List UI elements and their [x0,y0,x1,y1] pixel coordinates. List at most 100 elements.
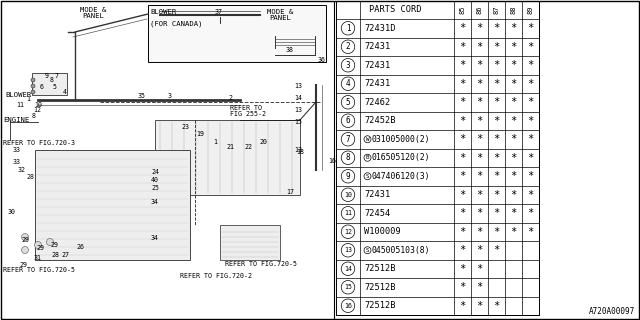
Text: *: * [476,171,483,181]
Text: *: * [527,134,534,144]
Text: *: * [493,23,500,33]
Text: 36: 36 [318,57,326,63]
Text: *: * [460,264,466,274]
Text: 12: 12 [33,107,41,113]
Text: *: * [493,227,500,237]
Text: PARTS CORD: PARTS CORD [369,5,421,14]
Text: *: * [510,190,516,200]
Text: *: * [460,245,466,255]
Bar [220,225,280,260]
Text: 9: 9 [346,172,350,181]
Text: *: * [476,264,483,274]
Text: *: * [476,227,483,237]
Text: 33: 33 [13,147,21,153]
Text: *: * [476,134,483,144]
Text: *: * [493,245,500,255]
Text: 045005103(8): 045005103(8) [372,246,431,255]
Text: *: * [476,245,483,255]
Text: (FOR CANADA): (FOR CANADA) [150,21,202,27]
Text: 1: 1 [213,139,217,145]
Circle shape [47,238,54,245]
Text: *: * [493,116,500,126]
Text: *: * [460,60,466,70]
Text: S: S [365,248,369,253]
Text: *: * [460,153,466,163]
Text: *: * [460,134,466,144]
Text: 10: 10 [34,102,42,108]
Bar [35,150,190,260]
Text: 30: 30 [8,209,16,215]
Text: 13: 13 [294,107,302,113]
Text: *: * [527,42,534,52]
Text: 72431: 72431 [364,190,390,199]
Text: 72431D: 72431D [364,24,396,33]
Text: *: * [476,79,483,89]
Bar [148,5,326,62]
Text: 72512B: 72512B [364,264,396,273]
Text: 27: 27 [61,252,69,258]
Text: 72452B: 72452B [364,116,396,125]
Text: REFER TO FIG.720-2: REFER TO FIG.720-2 [180,273,252,279]
Text: 7: 7 [55,73,59,79]
Text: *: * [527,208,534,218]
Text: 11: 11 [16,102,24,108]
Text: 72431: 72431 [364,61,390,70]
Circle shape [31,84,35,88]
Text: *: * [476,190,483,200]
Text: *: * [493,97,500,107]
Text: *: * [510,23,516,33]
Text: *: * [476,42,483,52]
Text: *: * [460,23,466,33]
Text: 2: 2 [346,42,350,51]
Text: *: * [493,60,500,70]
Text: 22: 22 [244,144,252,150]
Text: 72512B: 72512B [364,301,396,310]
Text: REFER TO FIG.720-5: REFER TO FIG.720-5 [225,261,297,267]
Text: 5: 5 [346,98,350,107]
Text: *: * [476,153,483,163]
Text: 28: 28 [26,174,34,180]
Bar [32,73,67,95]
Text: *: * [510,116,516,126]
Text: *: * [476,60,483,70]
Text: *: * [510,134,516,144]
Text: 33: 33 [13,159,21,165]
Text: 031005000(2): 031005000(2) [372,135,431,144]
Text: 38: 38 [286,47,294,53]
Text: *: * [460,116,466,126]
Text: 4: 4 [63,89,67,95]
Text: 40: 40 [151,177,159,183]
Text: 13: 13 [344,247,352,253]
Text: 21: 21 [226,144,234,150]
Text: *: * [476,282,483,292]
Text: 8: 8 [50,77,54,83]
Circle shape [22,234,29,241]
Text: 72431: 72431 [364,79,390,88]
Text: 1: 1 [26,96,30,102]
Text: 5: 5 [53,84,57,90]
Text: *: * [510,208,516,218]
Text: *: * [460,79,466,89]
Text: 15: 15 [344,284,352,290]
Text: *: * [527,60,534,70]
Text: MODE &: MODE & [267,9,293,15]
Text: 1: 1 [346,24,350,33]
Text: *: * [460,42,466,52]
Text: 29: 29 [21,237,29,243]
Text: 24: 24 [151,169,159,175]
Text: BLOWER: BLOWER [150,9,176,15]
Text: 13: 13 [294,83,302,89]
Text: 19: 19 [196,131,204,137]
Text: *: * [510,42,516,52]
Text: *: * [460,227,466,237]
Circle shape [35,242,42,249]
Text: 26: 26 [76,244,84,250]
Text: 16: 16 [344,303,352,309]
Text: PANEL: PANEL [269,15,291,21]
Text: 37: 37 [215,9,223,15]
Text: W100009: W100009 [364,227,401,236]
Text: *: * [493,190,500,200]
Text: 047406120(3): 047406120(3) [372,172,431,181]
Text: *: * [510,60,516,70]
Text: *: * [493,79,500,89]
